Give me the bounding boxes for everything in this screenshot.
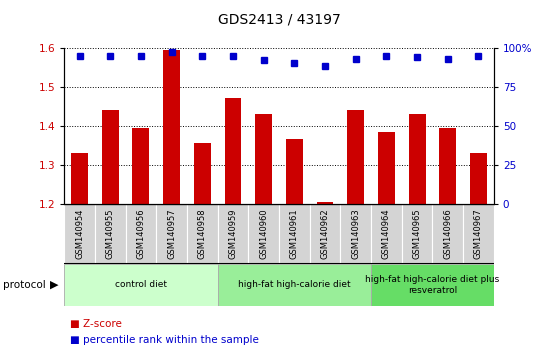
Text: GSM140955: GSM140955 — [105, 209, 115, 259]
Bar — [316, 201, 334, 204]
Text: GSM140965: GSM140965 — [412, 208, 422, 259]
Bar — [218, 204, 248, 264]
Text: GSM140956: GSM140956 — [136, 208, 146, 259]
Text: GSM140958: GSM140958 — [198, 208, 207, 259]
Bar — [132, 127, 150, 204]
Bar — [286, 139, 303, 204]
Bar — [463, 204, 494, 264]
Bar — [340, 204, 371, 264]
Text: protocol: protocol — [3, 280, 46, 290]
Text: GSM140966: GSM140966 — [443, 208, 453, 259]
Bar — [371, 204, 402, 264]
Text: GSM140954: GSM140954 — [75, 209, 84, 259]
Text: GSM140967: GSM140967 — [474, 208, 483, 259]
Text: GSM140962: GSM140962 — [320, 208, 330, 259]
Bar — [255, 114, 272, 204]
Bar — [64, 264, 218, 306]
Bar — [95, 204, 126, 264]
Bar — [126, 204, 156, 264]
Text: GSM140964: GSM140964 — [382, 208, 391, 259]
Text: control diet: control diet — [115, 280, 167, 290]
Bar — [279, 204, 310, 264]
Text: ■ Z-score: ■ Z-score — [70, 319, 122, 329]
Text: high-fat high-calorie diet: high-fat high-calorie diet — [238, 280, 350, 290]
Bar — [378, 131, 395, 204]
Bar — [408, 114, 426, 204]
Text: ■ percentile rank within the sample: ■ percentile rank within the sample — [70, 335, 258, 345]
Bar — [248, 204, 279, 264]
Bar — [64, 204, 95, 264]
Bar — [432, 204, 463, 264]
Text: GDS2413 / 43197: GDS2413 / 43197 — [218, 12, 340, 27]
Bar — [439, 127, 456, 204]
Bar — [470, 153, 487, 204]
Bar — [402, 204, 432, 264]
Bar — [71, 153, 88, 204]
Bar — [102, 110, 119, 204]
Bar — [310, 204, 340, 264]
Bar — [347, 110, 364, 204]
Text: GSM140959: GSM140959 — [228, 209, 238, 259]
Bar — [218, 264, 371, 306]
Text: GSM140960: GSM140960 — [259, 208, 268, 259]
Bar — [187, 204, 218, 264]
Text: ▶: ▶ — [50, 280, 59, 290]
Bar — [156, 204, 187, 264]
Text: GSM140963: GSM140963 — [351, 208, 360, 259]
Bar — [224, 98, 242, 204]
Bar — [163, 50, 180, 204]
Text: GSM140961: GSM140961 — [290, 208, 299, 259]
Text: GSM140957: GSM140957 — [167, 208, 176, 259]
Bar — [194, 143, 211, 204]
Bar — [371, 264, 494, 306]
Text: high-fat high-calorie diet plus
resveratrol: high-fat high-calorie diet plus resverat… — [365, 275, 499, 295]
